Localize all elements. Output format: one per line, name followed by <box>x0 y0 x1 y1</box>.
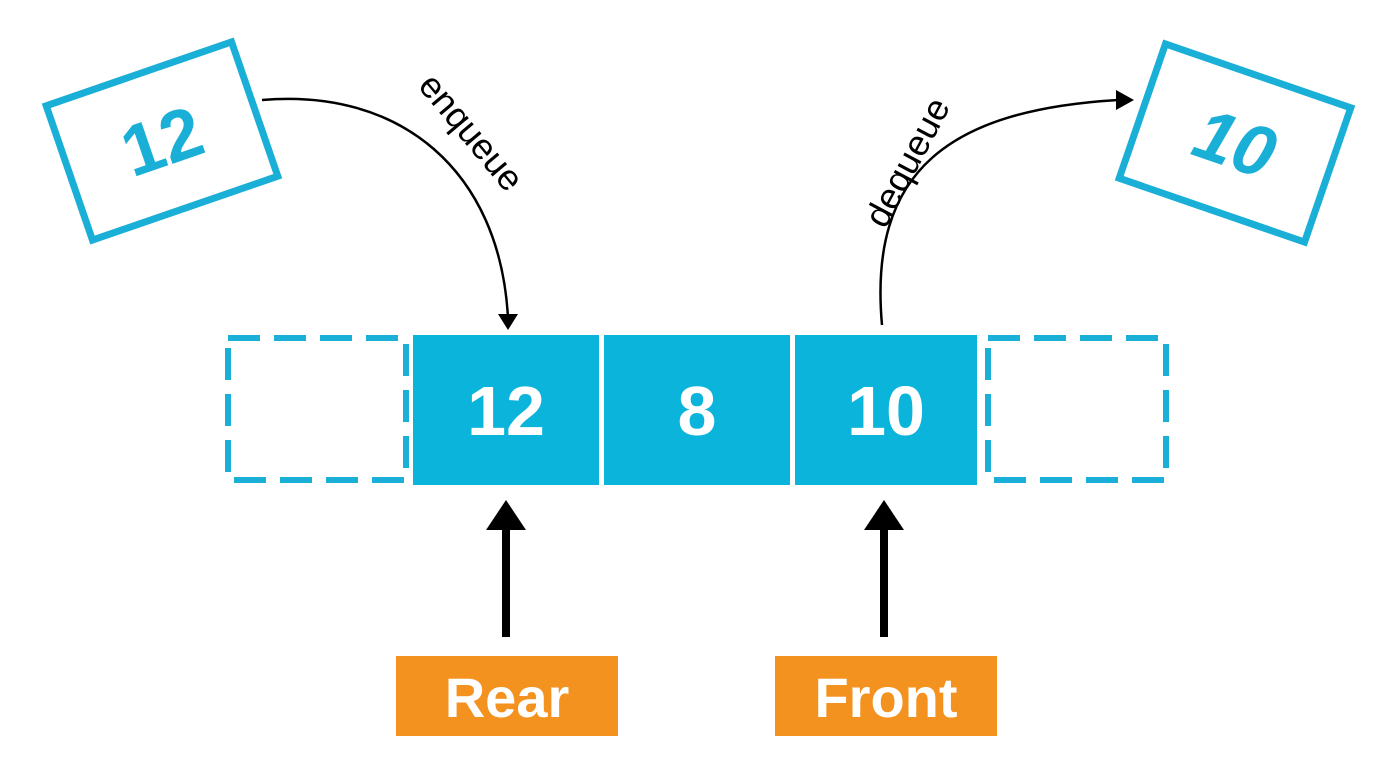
queue-cell-rear <box>413 335 599 485</box>
queue-cell: 8 <box>604 335 790 485</box>
outgoing-box <box>1114 39 1356 247</box>
empty-slot-left <box>225 335 409 483</box>
enqueue-arrowhead <box>498 314 518 330</box>
front-pointer-arrowhead <box>864 500 904 530</box>
queue-cell: 12 <box>413 335 599 485</box>
front-pointer-label: Front <box>814 666 957 729</box>
dequeue-label: dequeue <box>856 91 958 234</box>
rear-pointer-box <box>396 656 618 736</box>
dequeue-arrowhead <box>1116 90 1134 110</box>
dequeue-arrow <box>879 98 1119 326</box>
queue-cell-front <box>795 335 977 485</box>
empty-slot-right <box>985 335 1169 483</box>
rear-pointer-arrowhead <box>486 500 526 530</box>
front-pointer-box <box>775 656 997 736</box>
enqueue-arrow <box>261 97 510 319</box>
incoming-box <box>41 37 283 245</box>
outgoing-element: 10 <box>1114 39 1356 247</box>
rear-pointer-label: Rear <box>445 666 570 729</box>
queue-cell-value: 12 <box>467 372 545 450</box>
incoming-element: 12 <box>41 37 283 245</box>
queue-cell-value: 10 <box>847 372 925 450</box>
queue-cell-value: 8 <box>678 372 717 450</box>
queue-cell: 10 <box>795 335 977 485</box>
queue-cell-middle <box>604 335 790 485</box>
enqueue-label: enqueue <box>411 65 532 199</box>
